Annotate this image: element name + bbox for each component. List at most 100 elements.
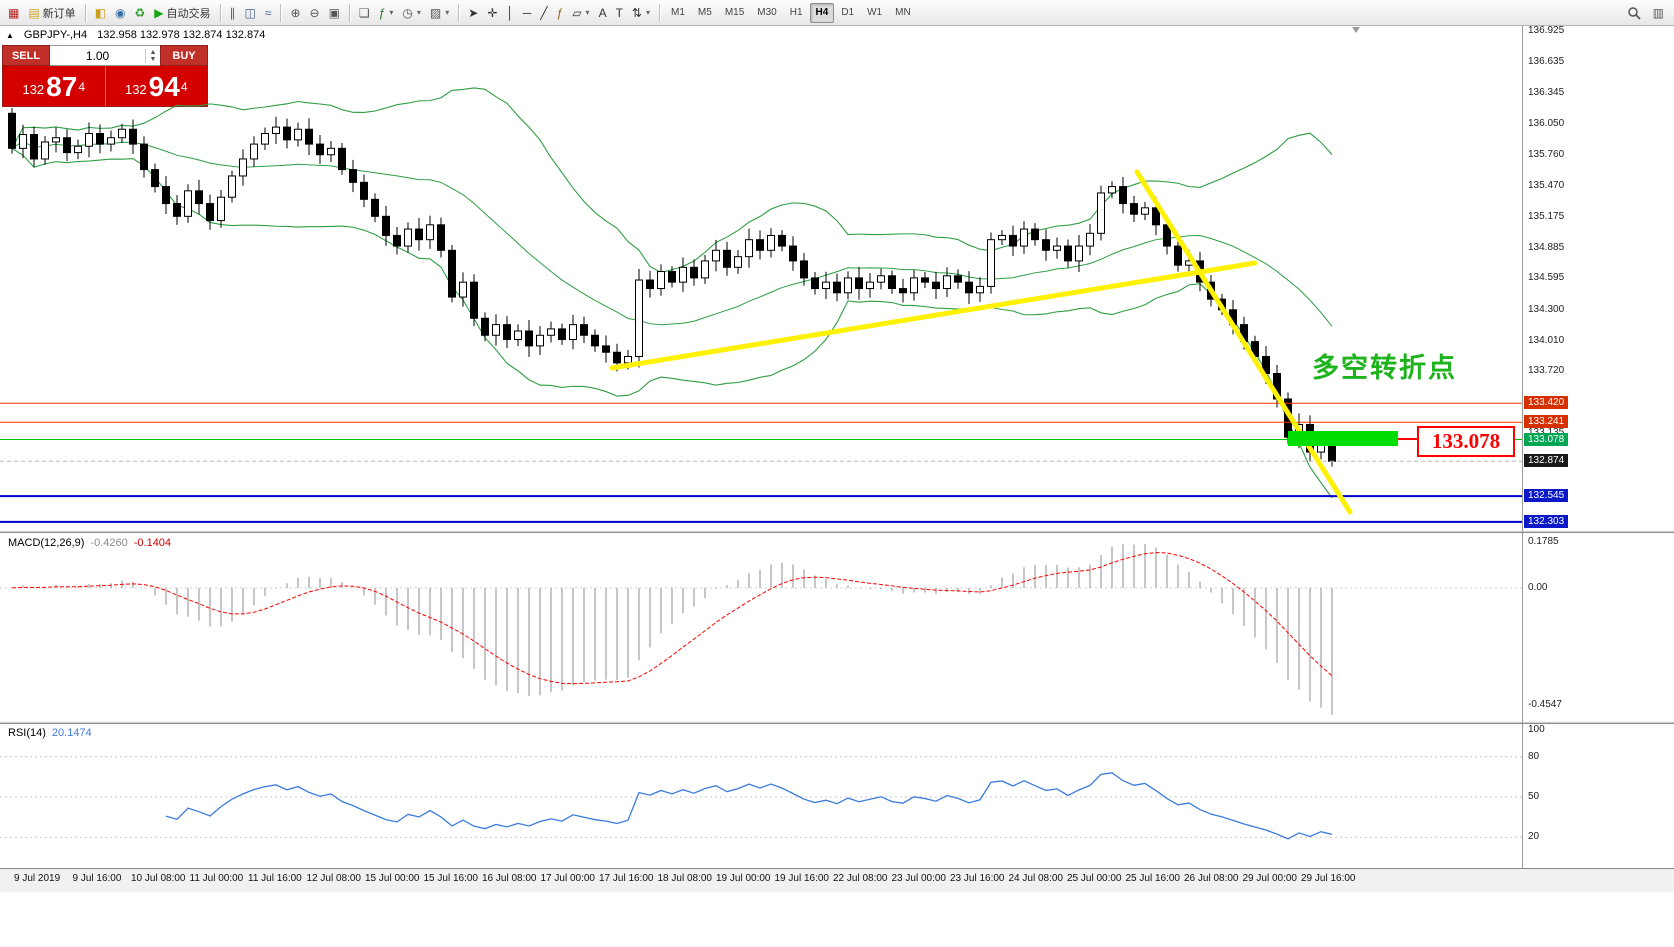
fibonacci-tool-button[interactable]: ƒ <box>553 2 568 24</box>
candle-down[interactable] <box>591 334 599 347</box>
candle-up[interactable] <box>679 266 687 283</box>
candle-up[interactable] <box>635 279 643 358</box>
candle-down[interactable] <box>1064 245 1072 262</box>
candle-up[interactable] <box>943 275 951 290</box>
tf-d1-button[interactable]: D1 <box>841 7 855 18</box>
candle-down[interactable] <box>1174 245 1182 266</box>
candle-down[interactable] <box>349 169 357 183</box>
candle-down[interactable] <box>1119 186 1127 205</box>
candle-down[interactable] <box>811 277 819 290</box>
candle-up[interactable] <box>261 132 269 145</box>
candle-down[interactable] <box>316 143 324 156</box>
candle-up[interactable] <box>1020 228 1028 247</box>
text-label-tool-button[interactable]: T <box>612 2 627 24</box>
candle-up[interactable] <box>272 126 280 134</box>
vertical-line-tool-button[interactable]: │ <box>502 2 518 24</box>
candle-down[interactable] <box>778 234 786 247</box>
candle-up[interactable] <box>536 334 544 347</box>
candle-down[interactable] <box>525 330 533 347</box>
new-order-button[interactable]: ▤ 新订单 <box>24 2 79 24</box>
volume-value[interactable]: 1.00 <box>85 48 110 63</box>
navigator-button[interactable]: ◉ <box>111 2 129 24</box>
candle-down[interactable] <box>206 203 214 222</box>
panel-separator[interactable] <box>0 530 1674 533</box>
tile-windows-button[interactable]: ❏ <box>355 2 374 24</box>
candle-down[interactable] <box>393 234 401 247</box>
candle-up[interactable] <box>701 260 709 279</box>
candle-down[interactable] <box>954 275 962 283</box>
crosshair-tool-button[interactable]: ✛ <box>483 2 501 24</box>
candle-up[interactable] <box>1097 192 1105 234</box>
sell-button[interactable]: SELL <box>2 45 50 66</box>
candle-up[interactable] <box>547 328 555 336</box>
candle-up[interactable] <box>19 134 27 149</box>
candle-down[interactable] <box>382 215 390 236</box>
candle-up[interactable] <box>712 249 720 262</box>
tf-m1-button[interactable]: M1 <box>671 7 685 18</box>
line-chart-type-button[interactable]: ≈ <box>261 2 276 24</box>
panel-separator[interactable] <box>0 721 1674 724</box>
candle-up[interactable] <box>118 128 126 139</box>
zoom-out-button[interactable]: ⊖ <box>306 2 324 24</box>
candle-down[interactable] <box>756 239 764 251</box>
terminal-button[interactable]: ♻ <box>131 2 150 24</box>
candle-down[interactable] <box>558 328 566 341</box>
candle-down[interactable] <box>932 281 940 290</box>
candle-down[interactable] <box>965 281 973 294</box>
candle-up[interactable] <box>228 175 236 198</box>
arrows-tool-button[interactable]: ⇅ ▾ <box>628 2 654 24</box>
candle-up[interactable] <box>184 190 192 217</box>
candle-down[interactable] <box>140 143 148 171</box>
tf-m15-button[interactable]: M15 <box>724 7 745 18</box>
candle-down[interactable] <box>855 277 863 290</box>
candle-down[interactable] <box>470 281 478 319</box>
text-tool-button[interactable]: A <box>595 2 611 24</box>
candle-up[interactable] <box>41 141 49 160</box>
templates-button[interactable]: ▨ ▾ <box>426 2 453 24</box>
candle-up[interactable] <box>74 145 82 154</box>
candle-down[interactable] <box>8 112 16 149</box>
candle-down[interactable] <box>371 198 379 217</box>
candle-down[interactable] <box>63 137 71 154</box>
candle-up[interactable] <box>107 137 115 145</box>
bollinger-lower-band[interactable] <box>11 147 1333 499</box>
candle-up[interactable] <box>767 234 775 251</box>
candle-up[interactable] <box>239 158 247 177</box>
candle-down[interactable] <box>833 281 841 294</box>
volume-stepper[interactable]: ▲ ▼ <box>145 48 160 63</box>
candle-up[interactable] <box>998 234 1006 241</box>
chart-shift-marker[interactable] <box>1352 27 1360 33</box>
candle-up[interactable] <box>459 281 467 298</box>
quotes-button[interactable]: ▥ <box>1649 2 1668 24</box>
candle-down[interactable] <box>481 317 489 336</box>
horizontal-line-tool-button[interactable]: ─ <box>519 2 536 24</box>
candle-up[interactable] <box>85 132 93 147</box>
bollinger-middle-band[interactable] <box>11 140 1333 327</box>
candle-up[interactable] <box>52 137 60 143</box>
chart-annotation-text[interactable]: 多空转折点 <box>1312 353 1457 383</box>
candle-down[interactable] <box>448 249 456 298</box>
candle-down[interactable] <box>789 245 797 262</box>
trendline-tool-button[interactable]: ╱ <box>536 2 551 24</box>
candle-down[interactable] <box>1042 239 1050 251</box>
candle-down[interactable] <box>602 345 610 353</box>
green-highlight-bar[interactable] <box>1288 431 1398 446</box>
candle-up[interactable] <box>404 228 412 247</box>
candle-down[interactable] <box>723 249 731 268</box>
candle-down[interactable] <box>690 266 698 279</box>
candle-up[interactable] <box>844 277 852 294</box>
main-chart-plot[interactable] <box>0 26 1522 530</box>
candle-down[interactable] <box>668 271 676 283</box>
indicators-button[interactable]: ƒ ▾ <box>375 2 398 24</box>
candle-down[interactable] <box>437 224 445 251</box>
market-watch-button[interactable]: ◧ <box>91 2 110 24</box>
candle-up[interactable] <box>1086 232 1094 247</box>
autotrade-button[interactable]: ▶ 自动交易 <box>150 2 214 24</box>
candle-up[interactable] <box>987 239 995 287</box>
candle-down[interactable] <box>129 128 137 145</box>
candle-up[interactable] <box>1108 186 1116 194</box>
volume-field[interactable]: 1.00 ▲ ▼ <box>50 45 160 66</box>
candle-down[interactable] <box>195 190 203 205</box>
candle-up[interactable] <box>250 143 258 160</box>
tf-w1-button[interactable]: W1 <box>867 7 883 18</box>
